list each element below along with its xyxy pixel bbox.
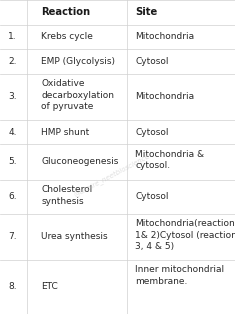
Text: 4.: 4. (8, 127, 17, 137)
Text: EMP (Glycolysis): EMP (Glycolysis) (41, 57, 115, 66)
Text: Krebs cycle: Krebs cycle (41, 32, 93, 41)
Text: ETC: ETC (41, 282, 58, 291)
Text: 1.: 1. (8, 32, 17, 41)
Text: @aspire_neetbioscience: @aspire_neetbioscience (74, 153, 152, 199)
Text: Site: Site (135, 7, 157, 17)
Text: Oxidative
decarboxylation
of pyruvate: Oxidative decarboxylation of pyruvate (41, 79, 114, 111)
Text: Cytosol: Cytosol (135, 192, 169, 201)
Text: Gluconeogenesis: Gluconeogenesis (41, 157, 118, 166)
Text: HMP shunt: HMP shunt (41, 127, 89, 137)
Text: 7.: 7. (8, 232, 17, 241)
Text: Cholesterol
synthesis: Cholesterol synthesis (41, 185, 92, 206)
Text: Cytosol: Cytosol (135, 127, 169, 137)
Text: Mitochondria: Mitochondria (135, 92, 194, 101)
Text: Mitochondria(reaction
1& 2)Cytosol (reaction
3, 4 & 5): Mitochondria(reaction 1& 2)Cytosol (reac… (135, 219, 235, 251)
Text: Mitochondria &
cytosol.: Mitochondria & cytosol. (135, 150, 204, 171)
Text: Cytosol: Cytosol (135, 57, 169, 66)
Text: 2.: 2. (8, 57, 17, 66)
Text: 8.: 8. (8, 282, 17, 291)
Text: 5.: 5. (8, 157, 17, 166)
Text: Reaction: Reaction (41, 7, 90, 17)
Text: 6.: 6. (8, 192, 17, 201)
Text: Mitochondria: Mitochondria (135, 32, 194, 41)
Text: Inner mitochondrial
membrane.: Inner mitochondrial membrane. (135, 265, 224, 286)
Text: Urea synthesis: Urea synthesis (41, 232, 108, 241)
Text: 3.: 3. (8, 92, 17, 101)
